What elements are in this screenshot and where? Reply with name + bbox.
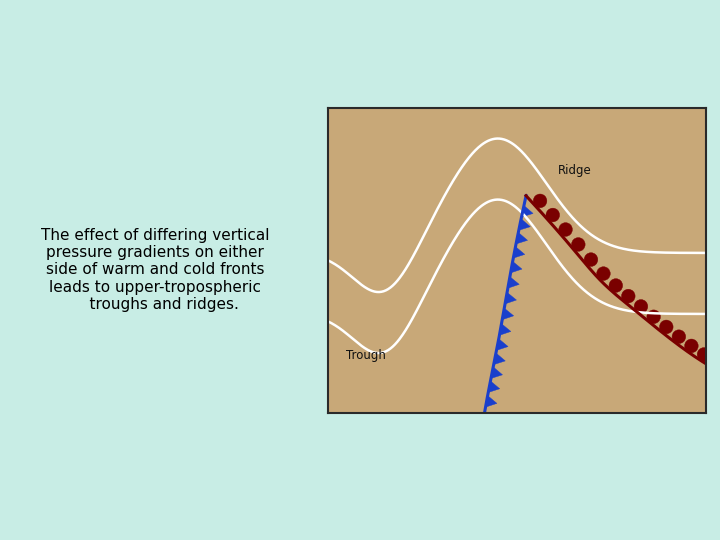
Polygon shape [491,367,503,379]
Circle shape [697,348,711,361]
Polygon shape [503,308,513,320]
Polygon shape [494,353,505,365]
Polygon shape [516,232,528,244]
Polygon shape [485,396,497,407]
Polygon shape [500,324,511,335]
Circle shape [597,267,611,280]
Circle shape [685,339,698,353]
Circle shape [609,279,623,292]
Text: Trough: Trough [346,349,387,362]
Circle shape [621,289,635,303]
Circle shape [546,208,559,222]
Circle shape [647,310,660,323]
Circle shape [559,222,572,237]
Circle shape [534,194,547,208]
Text: Ridge: Ridge [558,164,592,178]
Text: The effect of differing vertical
pressure gradients on either
side of warm and c: The effect of differing vertical pressur… [40,228,269,312]
Polygon shape [488,381,500,393]
Circle shape [584,253,598,266]
Circle shape [660,320,673,334]
Circle shape [634,300,648,313]
Polygon shape [505,292,516,304]
Polygon shape [508,276,519,288]
Circle shape [572,238,585,251]
Polygon shape [518,219,531,230]
Polygon shape [510,261,522,273]
Circle shape [672,330,685,343]
Polygon shape [513,247,525,258]
Polygon shape [521,206,533,217]
Polygon shape [497,339,508,350]
